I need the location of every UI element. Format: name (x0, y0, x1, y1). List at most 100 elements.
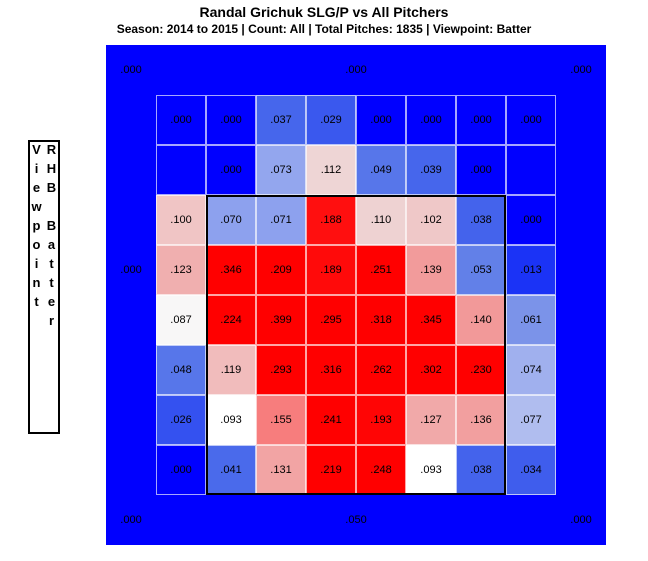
heatmap-cell: .345 (406, 295, 456, 345)
heatmap-cell: .248 (356, 445, 406, 495)
heatmap-outer-cell (106, 95, 156, 145)
chart-title: Randal Grichuk SLG/P vs All Pitchers (0, 4, 648, 20)
viewpoint-label-box: RHB Batter Viewpoint (28, 140, 60, 434)
heatmap-outer-cell (556, 195, 606, 245)
heatmap-outer-cell (156, 45, 206, 95)
heatmap-cell: .029 (306, 95, 356, 145)
heatmap-cell: .070 (206, 195, 256, 245)
heatmap-cell: .188 (306, 195, 356, 245)
heatmap-cell: .100 (156, 195, 206, 245)
heatmap-cell: .041 (206, 445, 256, 495)
chart-subtitle: Season: 2014 to 2015 | Count: All | Tota… (0, 22, 648, 36)
heatmap-outer-cell (506, 495, 556, 545)
heatmap-cell (506, 145, 556, 195)
heatmap-cell: .061 (506, 295, 556, 345)
heatmap-cell: .000 (206, 95, 256, 145)
viewpoint-label: RHB Batter Viewpoint (29, 142, 59, 432)
heatmap-cell: .251 (356, 245, 406, 295)
heatmap-cell: .224 (206, 295, 256, 345)
heatmap-cell: .093 (406, 445, 456, 495)
heatmap-cell: .049 (356, 145, 406, 195)
heatmap-outer-cell (506, 45, 556, 95)
heatmap-cell: .295 (306, 295, 356, 345)
heatmap-cell: .000 (506, 95, 556, 145)
heatmap-cell: .189 (306, 245, 356, 295)
heatmap-outer-cell: .000 (556, 495, 606, 545)
heatmap-cell: .209 (256, 245, 306, 295)
heatmap-outer-cell (256, 45, 306, 95)
heatmap-outer-cell (106, 295, 156, 345)
heatmap-outer-cell (556, 345, 606, 395)
heatmap-cell: .026 (156, 395, 206, 445)
heatmap-cell: .071 (256, 195, 306, 245)
heatmap-outer-cell (106, 345, 156, 395)
heatmap-cell: .077 (506, 395, 556, 445)
heatmap-outer-cell (556, 395, 606, 445)
heatmap-outer-cell (456, 45, 506, 95)
heatmap-outer-cell (106, 195, 156, 245)
heatmap-outer-cell (556, 145, 606, 195)
heatmap-outer-cell (406, 495, 456, 545)
heatmap-cell: .112 (306, 145, 356, 195)
heatmap-outer-cell (556, 445, 606, 495)
heatmap-cell: .140 (456, 295, 506, 345)
heatmap-cell: .038 (456, 195, 506, 245)
heatmap-cell: .262 (356, 345, 406, 395)
heatmap-outer-cell (406, 45, 456, 95)
heatmap-cell: .155 (256, 395, 306, 445)
heatmap-outer-cell: .050 (306, 495, 406, 545)
heatmap-cell: .000 (406, 95, 456, 145)
heatmap-cell: .399 (256, 295, 306, 345)
heatmap-cell (156, 145, 206, 195)
heatmap-cell: .139 (406, 245, 456, 295)
heatmap-outer-cell: .000 (106, 495, 156, 545)
heatmap-cell: .038 (456, 445, 506, 495)
heatmap-outer-cell: .000 (556, 45, 606, 95)
heatmap-cell: .073 (256, 145, 306, 195)
heatmap-cell: .136 (456, 395, 506, 445)
heatmap-cell: .302 (406, 345, 456, 395)
heatmap-cell: .318 (356, 295, 406, 345)
heatmap-cell: .053 (456, 245, 506, 295)
heatmap-cell: .110 (356, 195, 406, 245)
heatmap-cell: .074 (506, 345, 556, 395)
heatmap-cell: .034 (506, 445, 556, 495)
heatmap-cell: .000 (356, 95, 406, 145)
heatmap-outer-cell (556, 295, 606, 345)
heatmap-cell: .119 (206, 345, 256, 395)
heatmap-outer-cell: .000 (306, 45, 406, 95)
heatmap-cell: .123 (156, 245, 206, 295)
heatmap-cell: .000 (506, 195, 556, 245)
heatmap-cell: .039 (406, 145, 456, 195)
heatmap: .000.000.000.000.000.037.029.000.000.000… (106, 45, 606, 545)
heatmap-outer-cell (206, 495, 256, 545)
heatmap-cell: .346 (206, 245, 256, 295)
heatmap-cell: .093 (206, 395, 256, 445)
heatmap-cell: .102 (406, 195, 456, 245)
heatmap-cell: .193 (356, 395, 406, 445)
heatmap-outer-cell: .000 (106, 45, 156, 95)
heatmap-cell: .013 (506, 245, 556, 295)
heatmap-outer-cell (106, 145, 156, 195)
heatmap-cell: .048 (156, 345, 206, 395)
heatmap-outer-cell (256, 495, 306, 545)
heatmap-cell: .000 (156, 95, 206, 145)
heatmap-outer-cell (106, 445, 156, 495)
heatmap-cell: .219 (306, 445, 356, 495)
heatmap-cell: .000 (156, 445, 206, 495)
heatmap-cell: .241 (306, 395, 356, 445)
heatmap-cell: .000 (206, 145, 256, 195)
heatmap-cell: .316 (306, 345, 356, 395)
heatmap-outer-cell (106, 395, 156, 445)
heatmap-cell: .000 (456, 145, 506, 195)
heatmap-outer-cell (456, 495, 506, 545)
heatmap-cell: .037 (256, 95, 306, 145)
heatmap-cell: .230 (456, 345, 506, 395)
heatmap-outer-cell (156, 495, 206, 545)
heatmap-outer-cell (556, 95, 606, 145)
heatmap-cell: .087 (156, 295, 206, 345)
heatmap-cell: .293 (256, 345, 306, 395)
heatmap-cell: .131 (256, 445, 306, 495)
heatmap-cell: .000 (456, 95, 506, 145)
heatmap-outer-cell (556, 245, 606, 295)
